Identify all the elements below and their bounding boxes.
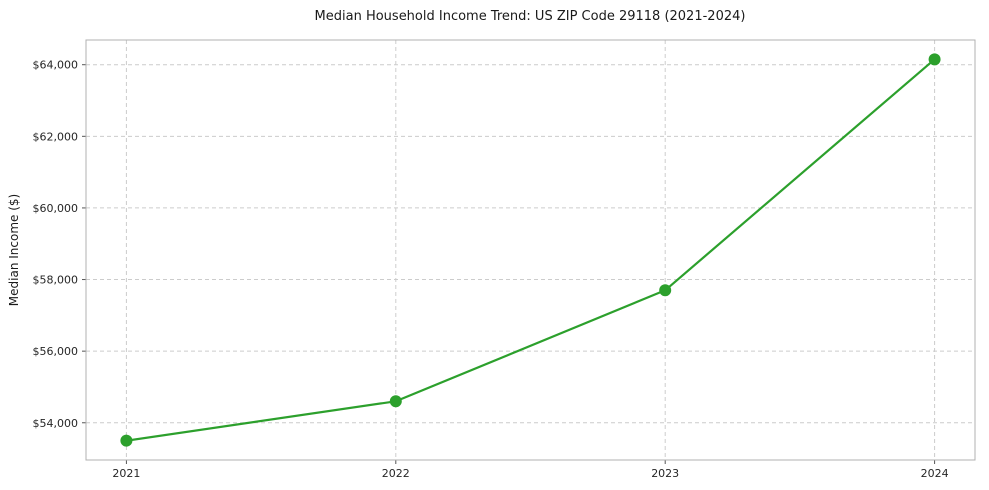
chart-title: Median Household Income Trend: US ZIP Co…	[315, 9, 746, 24]
y-tick-label: $64,000	[33, 59, 79, 72]
y-tick-label: $62,000	[33, 130, 79, 143]
data-point	[659, 284, 672, 297]
x-tick-label: 2022	[382, 467, 410, 480]
data-point	[389, 395, 402, 408]
x-tick-label: 2021	[112, 467, 140, 480]
data-point	[928, 53, 941, 66]
plot-area: 2021 2022 2023 2024 $54,000 $56,000 $58,000 $60…	[33, 39, 976, 480]
data-point	[120, 434, 133, 447]
y-tick-label: $54,000	[33, 417, 79, 430]
x-tick-label: 2023	[651, 467, 679, 480]
y-tick-label: $60,000	[33, 202, 79, 215]
x-tick-label: 2024	[921, 467, 949, 480]
y-axis-label: Median Income ($)	[7, 194, 21, 306]
y-tick-label: $56,000	[33, 345, 79, 358]
trend-line	[125, 58, 936, 442]
plot-border	[85, 39, 976, 461]
y-tick-label: $58,000	[33, 274, 79, 287]
